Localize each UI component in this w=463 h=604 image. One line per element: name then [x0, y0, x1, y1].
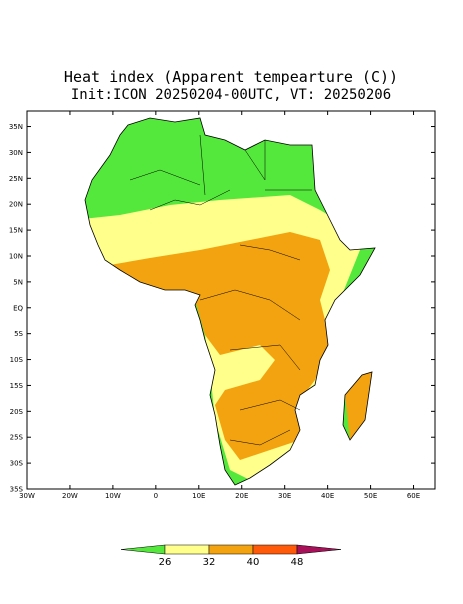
lat-tick-label: 10N — [9, 252, 23, 260]
lon-tick-label: 10W — [105, 492, 121, 500]
heat-field — [85, 118, 375, 485]
lat-tick-label: 35N — [9, 123, 23, 131]
coastline — [84, 117, 376, 486]
borders — [129, 134, 312, 446]
lat-tick-label: 20S — [10, 408, 24, 416]
map-frame — [26, 110, 436, 490]
lon-tick-label: 20E — [235, 492, 248, 500]
lat-tick-label: 15S — [10, 382, 24, 390]
colorbar-segment — [120, 544, 166, 555]
lat-tick-label: 25N — [9, 175, 23, 183]
lat-tick-label: 20N — [9, 201, 23, 209]
colorbar-segment — [252, 544, 298, 555]
lat-tick-label: 10S — [10, 356, 24, 364]
lat-tick-label: 5S — [14, 330, 23, 338]
lon-tick-label: 0 — [154, 492, 158, 500]
lon-tick-label: 20W — [62, 492, 78, 500]
lat-tick-label: EQ — [13, 304, 23, 312]
lon-tick-label: 50E — [364, 492, 377, 500]
colorbar-segment — [208, 544, 254, 555]
colorbar-label: 32 — [203, 557, 216, 568]
colorbar-label: 40 — [247, 557, 260, 568]
lon-tick-label: 10E — [192, 492, 205, 500]
colorbar-segment — [296, 544, 342, 555]
lat-tick-label: 15N — [9, 227, 23, 235]
colorbar-label: 48 — [291, 557, 304, 568]
lat-tick-label: 5N — [13, 278, 23, 286]
lat-tick-label: 25S — [10, 434, 24, 442]
title: Heat index (Apparent tempearture (C)) — [64, 68, 398, 86]
lat-tick-label: 35S — [10, 486, 24, 494]
lon-tick-label: 60E — [407, 492, 420, 500]
lat-tick-label: 30N — [9, 149, 23, 157]
lon-tick-label: 30W — [19, 492, 35, 500]
lon-tick-label: 30E — [278, 492, 291, 500]
colorbar-segment — [164, 544, 210, 555]
lat-tick-label: 30S — [10, 460, 24, 468]
colorbar-label: 26 — [159, 557, 172, 568]
subtitle: Init:ICON 20250204-00UTC, VT: 20250206 — [71, 87, 391, 103]
lon-tick-label: 40E — [321, 492, 334, 500]
